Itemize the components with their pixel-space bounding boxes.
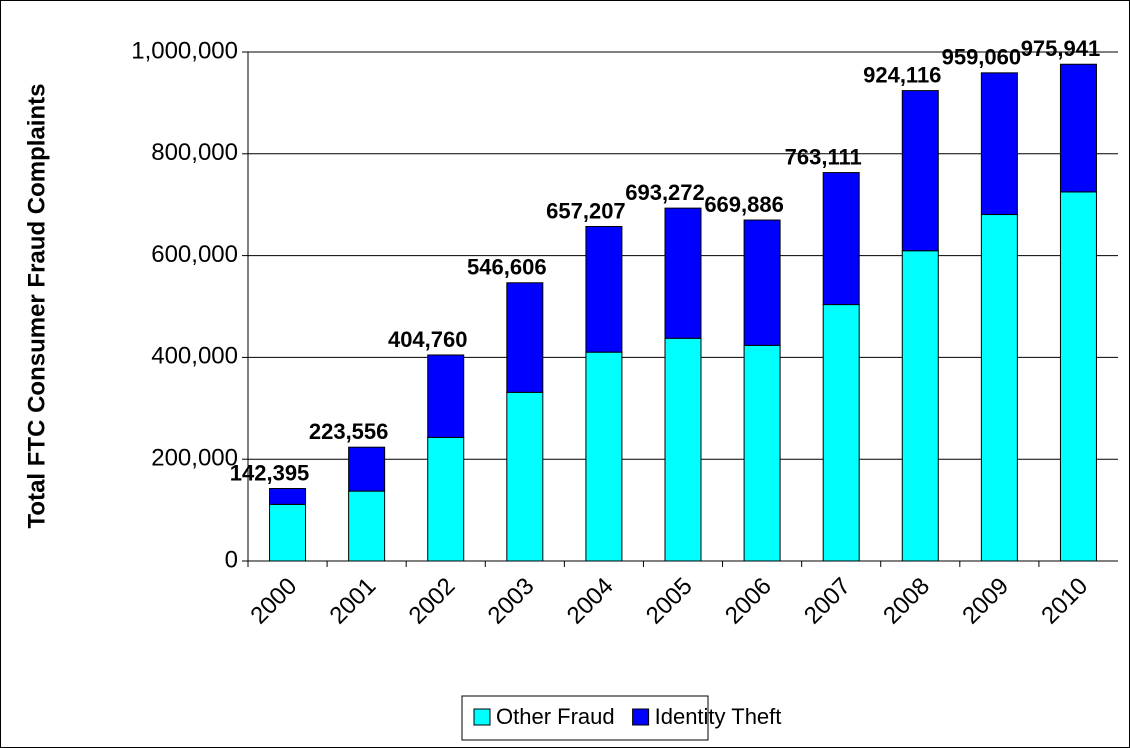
bar-segment bbox=[822, 172, 860, 306]
total-label: 404,760 bbox=[388, 327, 468, 352]
legend-label: Other Fraud bbox=[496, 704, 615, 729]
bar-segment bbox=[743, 344, 781, 562]
y-tick-label: 1,000,000 bbox=[131, 37, 238, 64]
y-tick-label: 800,000 bbox=[151, 139, 238, 166]
bar-segment bbox=[980, 214, 1018, 562]
bar-segment bbox=[1059, 63, 1097, 193]
bar-segment bbox=[664, 207, 702, 339]
bar-segment bbox=[506, 282, 544, 393]
bar-segment bbox=[980, 72, 1018, 216]
total-label: 142,395 bbox=[230, 460, 310, 485]
bar-segment bbox=[269, 503, 307, 562]
bar-segment bbox=[664, 337, 702, 562]
bar-segment bbox=[348, 446, 386, 492]
bar-segment bbox=[585, 225, 623, 353]
bar-segment bbox=[901, 250, 939, 562]
bar-segment bbox=[427, 436, 465, 562]
y-tick-label: 400,000 bbox=[151, 343, 238, 370]
legend-swatch bbox=[473, 708, 491, 726]
bar-segment bbox=[348, 490, 386, 562]
total-label: 959,060 bbox=[942, 45, 1022, 70]
bar-segment bbox=[585, 351, 623, 562]
total-label: 975,941 bbox=[1021, 36, 1101, 61]
bar-segment bbox=[506, 391, 544, 562]
y-axis-title: Total FTC Consumer Fraud Complaints bbox=[23, 84, 50, 529]
legend-label: Identity Theft bbox=[655, 704, 782, 729]
total-label: 924,116 bbox=[863, 62, 941, 87]
bar-segment bbox=[427, 354, 465, 438]
total-label: 763,111 bbox=[785, 144, 862, 169]
bar-segment bbox=[822, 304, 860, 562]
total-label: 669,886 bbox=[704, 192, 784, 217]
bar-segment bbox=[1059, 191, 1097, 562]
total-label: 546,606 bbox=[467, 255, 547, 280]
legend-swatch bbox=[632, 708, 650, 726]
bar-segment bbox=[743, 219, 781, 346]
bar-segment bbox=[269, 488, 307, 505]
legend-box bbox=[461, 695, 709, 741]
bar-segment bbox=[901, 90, 939, 252]
y-tick-label: 200,000 bbox=[151, 445, 238, 472]
total-label: 657,207 bbox=[546, 198, 626, 223]
total-label: 693,272 bbox=[625, 180, 705, 205]
y-tick-label: 0 bbox=[225, 546, 238, 573]
total-label: 223,556 bbox=[309, 419, 389, 444]
y-tick-label: 600,000 bbox=[151, 241, 238, 268]
